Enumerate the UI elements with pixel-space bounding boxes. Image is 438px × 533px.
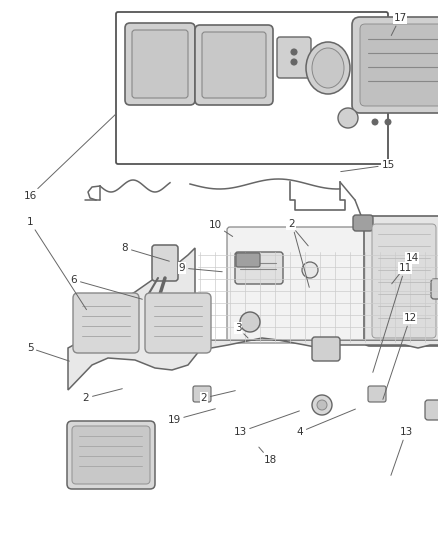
Text: 13: 13 bbox=[233, 411, 300, 437]
FancyBboxPatch shape bbox=[312, 337, 340, 361]
Text: 19: 19 bbox=[167, 409, 215, 425]
FancyBboxPatch shape bbox=[72, 426, 150, 484]
FancyBboxPatch shape bbox=[145, 293, 211, 353]
FancyBboxPatch shape bbox=[132, 30, 188, 98]
FancyBboxPatch shape bbox=[67, 421, 155, 489]
FancyBboxPatch shape bbox=[425, 400, 438, 420]
Text: 10: 10 bbox=[208, 220, 233, 237]
FancyBboxPatch shape bbox=[372, 224, 436, 338]
FancyBboxPatch shape bbox=[202, 32, 266, 98]
Circle shape bbox=[240, 312, 260, 332]
Text: 3: 3 bbox=[235, 323, 248, 338]
Text: 11: 11 bbox=[373, 263, 412, 373]
Text: 13: 13 bbox=[391, 427, 413, 475]
FancyBboxPatch shape bbox=[195, 25, 273, 105]
FancyBboxPatch shape bbox=[73, 293, 139, 353]
FancyBboxPatch shape bbox=[125, 23, 195, 105]
FancyBboxPatch shape bbox=[235, 252, 283, 284]
FancyBboxPatch shape bbox=[193, 386, 211, 402]
FancyBboxPatch shape bbox=[360, 24, 438, 106]
FancyBboxPatch shape bbox=[368, 386, 386, 402]
FancyBboxPatch shape bbox=[431, 279, 438, 299]
FancyBboxPatch shape bbox=[152, 245, 178, 281]
FancyBboxPatch shape bbox=[352, 17, 438, 113]
Ellipse shape bbox=[306, 42, 350, 94]
Circle shape bbox=[291, 59, 297, 65]
Circle shape bbox=[338, 108, 358, 128]
Circle shape bbox=[385, 119, 391, 125]
FancyBboxPatch shape bbox=[364, 216, 438, 346]
Text: 15: 15 bbox=[341, 160, 395, 172]
Text: 12: 12 bbox=[383, 313, 417, 399]
Text: 4: 4 bbox=[297, 409, 355, 437]
Circle shape bbox=[312, 395, 332, 415]
Text: 7: 7 bbox=[287, 219, 308, 246]
Circle shape bbox=[317, 400, 327, 410]
Text: 2: 2 bbox=[289, 219, 309, 287]
Text: 2: 2 bbox=[201, 391, 235, 403]
Polygon shape bbox=[68, 248, 438, 390]
Text: 17: 17 bbox=[391, 13, 406, 36]
Text: 16: 16 bbox=[23, 114, 116, 201]
Text: 14: 14 bbox=[392, 253, 419, 284]
Text: 6: 6 bbox=[71, 275, 142, 299]
FancyBboxPatch shape bbox=[227, 227, 378, 343]
Text: 5: 5 bbox=[27, 343, 69, 361]
Circle shape bbox=[372, 119, 378, 125]
Circle shape bbox=[291, 49, 297, 55]
Circle shape bbox=[302, 262, 318, 278]
FancyBboxPatch shape bbox=[236, 253, 260, 267]
Text: 8: 8 bbox=[122, 243, 170, 261]
FancyBboxPatch shape bbox=[277, 37, 311, 78]
Text: 18: 18 bbox=[259, 447, 277, 465]
Text: 1: 1 bbox=[27, 217, 86, 310]
Text: 9: 9 bbox=[179, 263, 222, 273]
FancyBboxPatch shape bbox=[353, 215, 373, 231]
Text: 2: 2 bbox=[83, 389, 122, 403]
Ellipse shape bbox=[312, 48, 344, 88]
